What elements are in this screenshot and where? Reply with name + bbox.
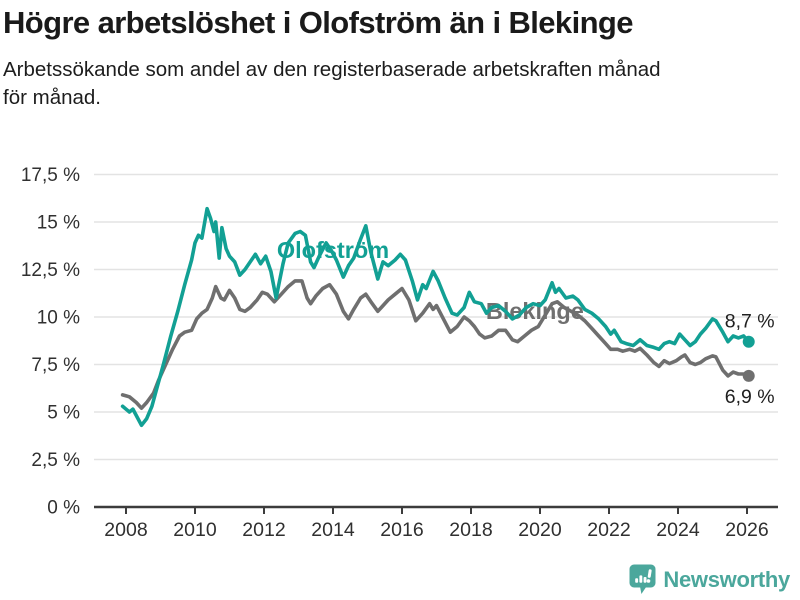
x-axis-label: 2020 — [518, 519, 562, 541]
series-end-dot-blekinge — [742, 369, 755, 382]
y-axis-label: 15 % — [37, 213, 80, 234]
x-axis-label: 2010 — [173, 519, 217, 541]
x-axis-label: 2026 — [725, 519, 768, 541]
x-axis-label: 2018 — [449, 519, 492, 541]
x-axis-label: 2022 — [587, 519, 630, 541]
y-axis-label: 10 % — [37, 308, 80, 329]
series-label-olofstrm: Olofström — [277, 237, 389, 263]
y-axis-label: 17,5 % — [21, 165, 80, 186]
subtitle-line-1: Arbetssökande som andel av den registerb… — [3, 58, 661, 81]
y-axis-label: 7,5 % — [31, 355, 80, 376]
page-title: Högre arbetslöshet i Olofström än i Blek… — [3, 5, 634, 40]
x-axis-label: 2024 — [656, 519, 700, 541]
end-value-label-olofstrm: 8,7 % — [725, 311, 775, 333]
y-axis-label: 12,5 % — [21, 260, 80, 281]
x-axis-label: 2016 — [380, 519, 423, 541]
series-line-blekinge — [120, 279, 751, 411]
newsworthy-logo: Newsworthy — [629, 564, 790, 595]
series-line-olofstrm — [120, 206, 751, 428]
newsworthy-icon — [629, 564, 656, 594]
y-axis-label: 5 % — [47, 403, 80, 424]
newsworthy-wordmark: Newsworthy — [663, 566, 790, 592]
x-axis-label: 2008 — [104, 519, 147, 541]
x-axis-label: 2012 — [242, 519, 285, 541]
end-value-label-blekinge: 6,9 % — [725, 386, 775, 408]
series-end-dot-olofstrm — [742, 335, 755, 348]
series-label-blekinge: Blekinge — [486, 298, 584, 324]
y-axis-label: 0 % — [47, 498, 80, 519]
subtitle-line-2: för månad. — [3, 86, 101, 109]
x-axis-label: 2014 — [311, 519, 355, 541]
y-axis-label: 2,5 % — [31, 450, 80, 471]
chart-header: Högre arbetslöshet i Olofström än i Blek… — [3, 4, 783, 112]
chart-subtitle: Arbetssökande som andel av den registerb… — [3, 56, 783, 112]
